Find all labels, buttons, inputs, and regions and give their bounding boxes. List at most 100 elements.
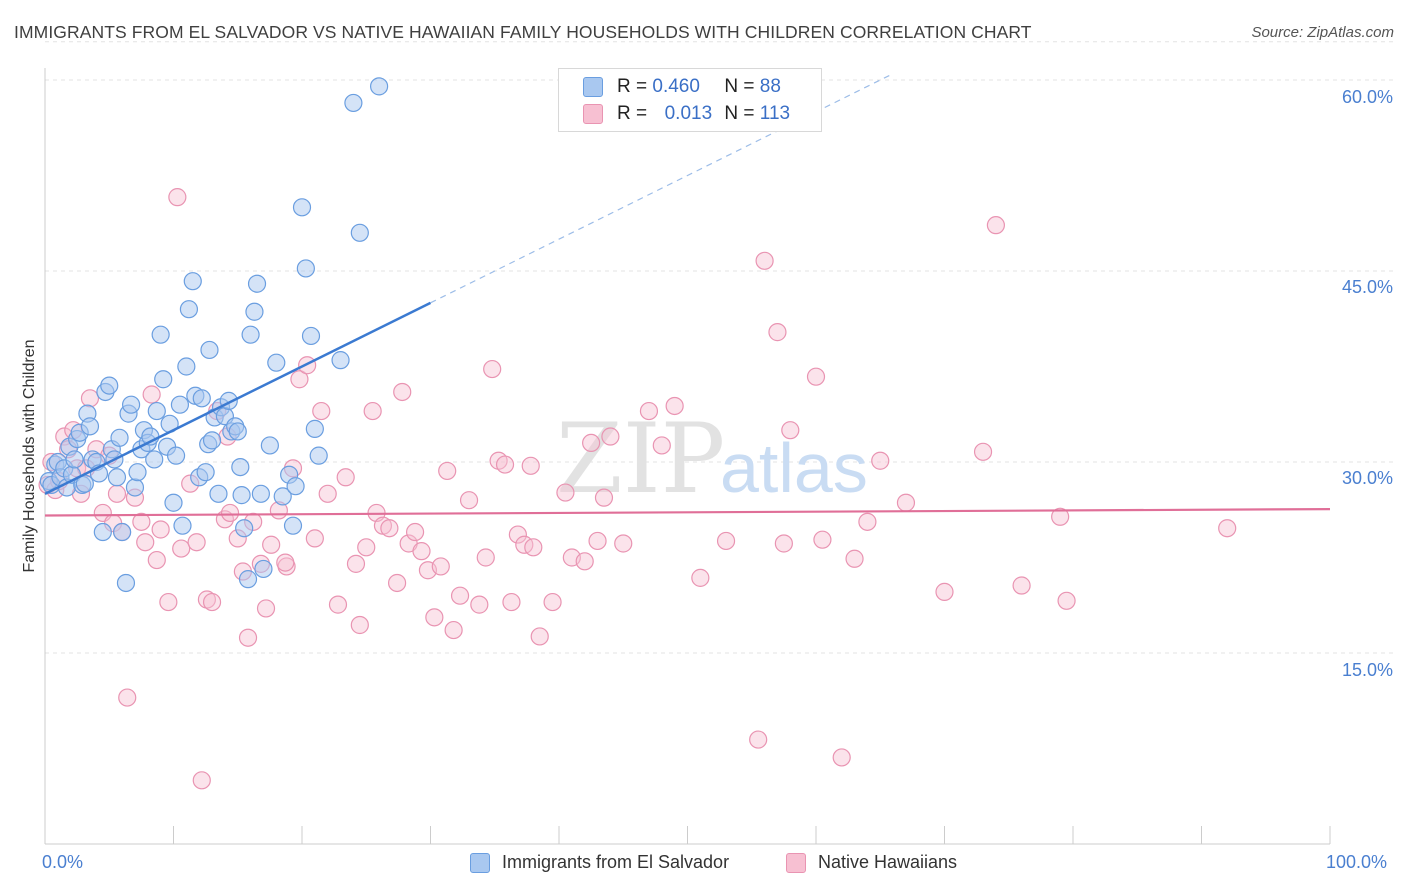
legend-swatch-pink [583, 104, 603, 124]
native-hawaiians-point [290, 370, 309, 389]
el-salvador-point [209, 484, 228, 503]
el-salvador-point [65, 450, 84, 469]
native-hawaiians-point [305, 529, 324, 548]
native-hawaiians-point [845, 549, 864, 568]
el-salvador-point [100, 376, 119, 395]
x-tick-label-0: 0.0% [42, 852, 84, 872]
el-salvador-point [154, 370, 173, 389]
el-salvador-point [301, 326, 321, 346]
native-hawaiians-point [336, 468, 355, 487]
el-salvador-point [296, 259, 315, 278]
y-tick-label-45: 45.0% [1341, 277, 1393, 297]
native-hawaiians-point [132, 512, 151, 531]
el-salvador-point [309, 446, 328, 465]
native-hawaiians-point [575, 552, 594, 571]
native-hawaiians-point [438, 461, 457, 481]
legend-r-label: R = [617, 76, 648, 97]
native-hawaiians-point [781, 421, 800, 440]
el-salvador-point [112, 522, 132, 542]
native-hawaiians-point [172, 539, 191, 558]
native-hawaiians-point [136, 533, 155, 552]
native-hawaiians-point [431, 557, 450, 576]
legend-n-label: N = [724, 103, 755, 124]
el-salvador-point [245, 302, 264, 321]
native-hawaiians-point [502, 592, 521, 612]
y-tick-label-60: 60.0% [1341, 87, 1393, 107]
el-salvador-point [107, 468, 127, 487]
native-hawaiians-point [276, 553, 295, 572]
native-hawaiians-trendline [44, 508, 1331, 517]
native-hawaiians-point [187, 533, 206, 552]
legend-row-native-hawaiians: R = 0.013 N = 113 [583, 102, 790, 126]
el-salvador-point [93, 522, 112, 542]
el-salvador-point [260, 436, 279, 455]
el-salvador-point [283, 516, 303, 535]
native-hawaiians-point [691, 568, 710, 587]
native-hawaiians-point [614, 534, 633, 553]
el-salvador-trendline [44, 301, 432, 495]
native-hawaiians-point [405, 522, 425, 542]
legend-n-value: 113 [759, 103, 791, 124]
bottom-legend-swatch-pink [786, 852, 806, 873]
el-salvador-point [192, 389, 211, 408]
native-hawaiians-point [450, 586, 470, 605]
el-salvador-point [145, 450, 164, 469]
legend-r-value: 0.460 [652, 76, 700, 97]
el-salvador-point [151, 325, 170, 344]
el-salvador-point [110, 428, 129, 447]
native-hawaiians-point [470, 595, 489, 614]
watermark-zip: ZIP [556, 403, 725, 515]
native-hawaiians-point [380, 519, 399, 538]
el-salvador-point [228, 422, 247, 441]
native-hawaiians-point [262, 535, 281, 554]
native-hawaiians-point [524, 538, 543, 557]
watermark: ZIP atlas [556, 403, 868, 515]
native-hawaiians-point [357, 538, 376, 557]
native-hawaiians-point [220, 503, 240, 523]
native-hawaiians-point [774, 534, 793, 553]
native-hawaiians-point [1057, 591, 1076, 610]
native-hawaiians-point [256, 599, 276, 618]
native-hawaiians-point [363, 401, 382, 421]
el-salvador-point [196, 463, 215, 482]
y-tick-label-30: 30.0% [1341, 468, 1393, 488]
native-hawaiians-point [639, 401, 659, 421]
native-hawaiians-point [521, 456, 540, 475]
el-salvador-point [350, 223, 369, 242]
el-salvador-point [232, 486, 251, 505]
native-hawaiians-point [806, 367, 826, 386]
el-salvador-point [183, 272, 202, 291]
y-tick-label-15: 15.0% [1341, 660, 1393, 680]
native-hawaiians-point [80, 389, 100, 408]
bottom-legend-label: Native Hawaiians [818, 852, 958, 872]
native-hawaiians-point [483, 359, 502, 379]
native-hawaiians-point [318, 484, 337, 503]
el-salvador-point [231, 457, 250, 477]
native-hawaiians-point [594, 488, 614, 507]
native-hawaiians-point [312, 401, 331, 421]
native-hawaiians-point [118, 688, 137, 707]
y-axis-title: Family Households with Children [21, 339, 38, 573]
el-salvador-point [292, 198, 312, 217]
native-hawaiians-point [393, 382, 412, 402]
native-hawaiians-point [202, 592, 222, 612]
el-salvador-point [170, 395, 190, 414]
el-salvador-point [331, 351, 350, 370]
native-hawaiians-point [832, 748, 851, 767]
native-hawaiians-point [412, 542, 431, 561]
native-hawaiians-point [543, 592, 562, 612]
native-hawaiians-point [387, 573, 407, 593]
source-label: Source: ZipAtlas.com [1251, 24, 1394, 41]
el-salvador-point [121, 395, 141, 414]
el-salvador-point [128, 463, 147, 482]
watermark-atlas: atlas [720, 429, 868, 507]
el-salvador-point [305, 419, 324, 438]
legend-n-value: 88 [759, 76, 781, 97]
legend-n-label: N = [724, 76, 755, 97]
native-hawaiians-point [192, 771, 211, 790]
el-salvador-point [125, 478, 145, 497]
native-hawaiians-point [556, 483, 575, 502]
bottom-legend-el-salvador: Immigrants from El Salvador [470, 852, 729, 873]
el-salvador-point [267, 353, 286, 372]
el-salvador-point [166, 446, 186, 465]
